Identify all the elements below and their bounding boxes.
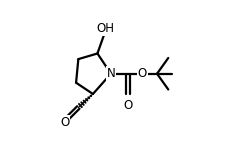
Text: OH: OH: [96, 22, 114, 35]
Text: O: O: [123, 99, 132, 112]
Text: O: O: [138, 67, 147, 80]
Text: O: O: [60, 116, 69, 129]
Text: N: N: [106, 67, 115, 80]
